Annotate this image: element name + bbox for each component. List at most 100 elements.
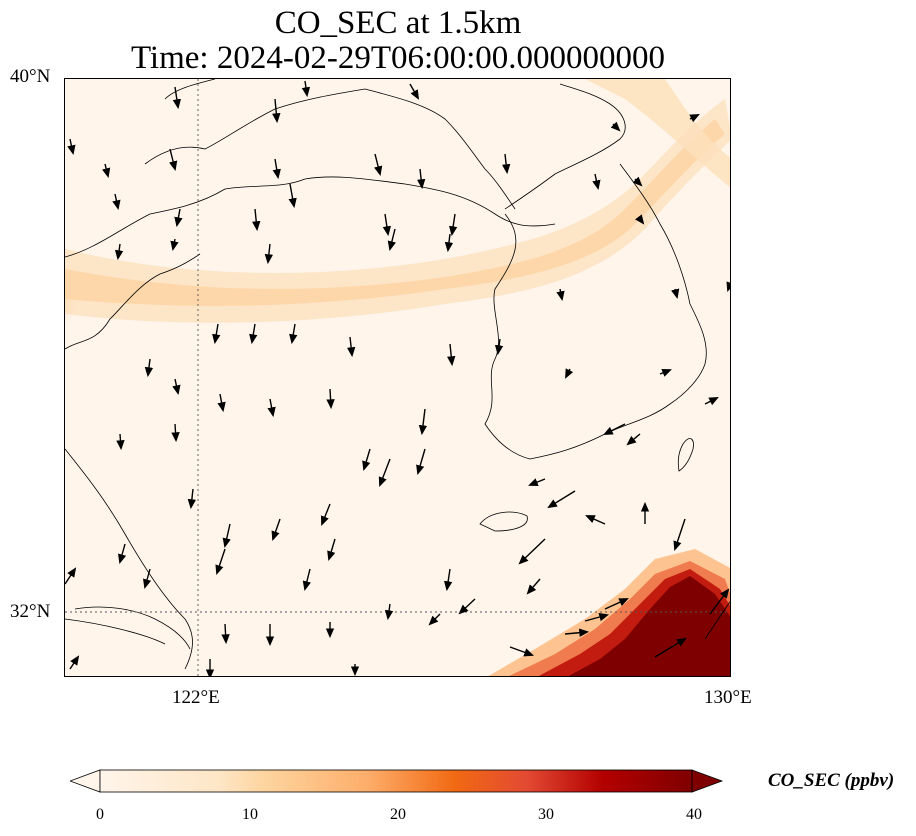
wind-arrow bbox=[222, 523, 231, 549]
wind-arrow bbox=[144, 358, 154, 378]
wind-arrow bbox=[428, 613, 441, 626]
map-plot-area bbox=[64, 78, 731, 677]
wind-arrow bbox=[272, 158, 281, 180]
wind-arrow bbox=[172, 378, 181, 396]
wind-arrow bbox=[169, 148, 178, 172]
lon-label-130e: 130°E bbox=[704, 687, 752, 708]
wind-arrow bbox=[362, 448, 371, 472]
wind-arrow bbox=[387, 228, 396, 252]
wind-arrow bbox=[444, 233, 454, 253]
wind-arrow bbox=[528, 478, 546, 487]
wind-arrow bbox=[526, 578, 541, 595]
wind-arrow bbox=[267, 398, 276, 418]
colorbar-extend-min bbox=[70, 769, 101, 793]
co-plume-band bbox=[65, 99, 730, 323]
co-plume-core bbox=[65, 119, 725, 306]
wind-arrow bbox=[416, 448, 426, 476]
wind-arrow bbox=[447, 343, 456, 367]
wind-arrow bbox=[689, 114, 700, 123]
wind-arrow bbox=[654, 637, 687, 658]
lon-label-122e: 122°E bbox=[172, 687, 220, 708]
wind-arrow bbox=[564, 628, 590, 637]
wind-arrow bbox=[556, 288, 565, 302]
wind-arrow bbox=[69, 655, 80, 670]
wind-arrow bbox=[264, 243, 274, 265]
co-west-max bbox=[65, 264, 110, 334]
lat-label-40n: 40°N bbox=[10, 66, 51, 87]
wind-arrow bbox=[289, 323, 298, 345]
wind-arrow bbox=[114, 243, 124, 261]
wind-arrow bbox=[249, 323, 258, 345]
wind-arrow bbox=[116, 433, 125, 451]
colorbar-tick-40: 40 bbox=[686, 806, 702, 823]
wind-arrow bbox=[271, 518, 281, 541]
wind-arrow bbox=[547, 490, 576, 509]
wind-arrow bbox=[501, 153, 511, 175]
wind-arrow bbox=[65, 567, 77, 585]
map-title-line-2: Time: 2024-02-29T06:00:00.000000000 bbox=[130, 40, 666, 76]
wind-arrow bbox=[416, 168, 426, 190]
wind-arrow bbox=[212, 323, 221, 345]
colorbar-gradient bbox=[99, 769, 693, 793]
coastlines bbox=[65, 79, 730, 670]
wind-arrow bbox=[252, 208, 261, 232]
wind-arrow bbox=[378, 458, 391, 487]
wind-arrow bbox=[143, 568, 152, 590]
wind-arrow bbox=[112, 193, 121, 211]
wind-arrow bbox=[518, 538, 546, 565]
wind-arrow bbox=[626, 433, 641, 446]
wind-arrow bbox=[382, 213, 392, 237]
wind-arrow bbox=[67, 138, 76, 156]
wind-arrow bbox=[418, 408, 428, 436]
wind-arrow bbox=[448, 213, 458, 237]
co-ne-band bbox=[585, 79, 730, 188]
wind-arrow bbox=[565, 368, 574, 379]
wind-arrow bbox=[326, 388, 335, 410]
wind-arrow bbox=[215, 548, 226, 575]
wind-arrow bbox=[726, 281, 730, 292]
wind-arrow bbox=[172, 86, 182, 110]
wind-arrow bbox=[635, 214, 645, 225]
colorbar-label: CO_SEC (ppbv) bbox=[768, 770, 895, 791]
wind-arrow bbox=[187, 488, 197, 510]
wind-arrow bbox=[585, 515, 606, 525]
wind-arrow bbox=[217, 393, 226, 413]
wind-arrow bbox=[610, 121, 621, 132]
wind-arrow bbox=[384, 603, 394, 621]
wind-arrow bbox=[584, 612, 610, 622]
wind-arrow bbox=[409, 83, 420, 100]
wind-arrow bbox=[302, 568, 311, 592]
wind-vector-field bbox=[65, 80, 730, 676]
co-se-max bbox=[568, 576, 730, 676]
wind-arrow bbox=[346, 336, 356, 358]
wind-arrow bbox=[709, 588, 730, 615]
colorbar bbox=[70, 769, 724, 793]
wind-arrow bbox=[704, 397, 719, 406]
map-title-line-1: CO_SEC at 1.5km bbox=[274, 5, 522, 41]
concentration-map bbox=[65, 79, 730, 676]
wind-arrow bbox=[671, 288, 680, 300]
wind-arrow bbox=[327, 538, 336, 562]
wind-arrow bbox=[659, 368, 672, 377]
wind-arrow bbox=[221, 623, 230, 645]
wind-arrow bbox=[288, 183, 297, 209]
wind-arrow bbox=[494, 338, 504, 356]
colorbar-tick-0: 0 bbox=[96, 806, 104, 823]
wind-arrow bbox=[118, 543, 127, 565]
wind-arrow bbox=[171, 423, 180, 443]
wind-arrow bbox=[673, 518, 686, 551]
colorbar-extend-max bbox=[691, 769, 724, 793]
wind-arrow bbox=[272, 98, 281, 124]
wind-arrow bbox=[102, 163, 111, 179]
wind-arrow bbox=[174, 208, 183, 228]
wind-arrow bbox=[458, 598, 476, 615]
wind-arrow bbox=[603, 423, 626, 435]
colorbar-tick-30: 30 bbox=[538, 806, 554, 823]
wind-arrow bbox=[509, 646, 534, 657]
wind-arrow bbox=[170, 238, 179, 252]
wind-arrow bbox=[374, 153, 383, 177]
wind-arrow bbox=[604, 598, 629, 610]
wind-arrow bbox=[632, 176, 643, 187]
wind-arrow bbox=[592, 173, 601, 191]
wind-arrow bbox=[301, 80, 311, 98]
